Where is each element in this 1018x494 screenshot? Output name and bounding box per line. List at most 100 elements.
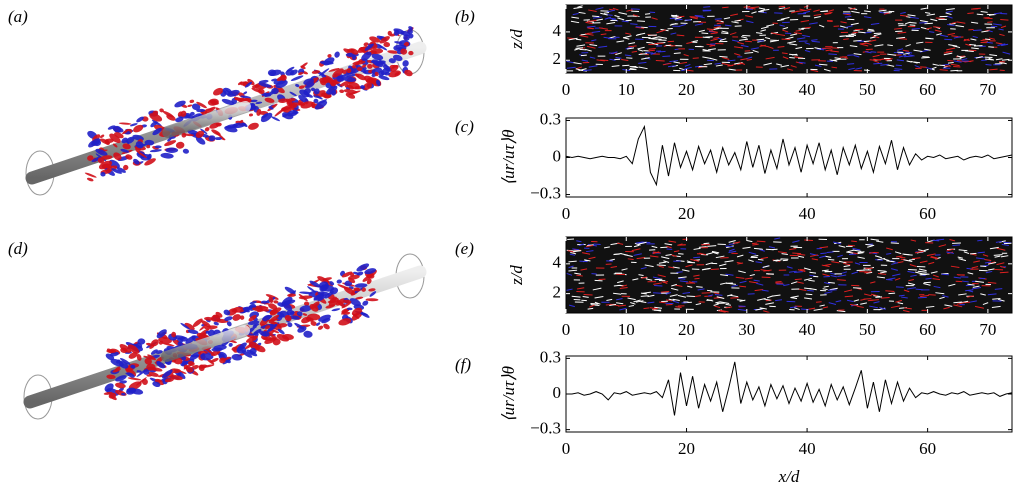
vector [926,13,936,16]
vector [826,251,834,254]
vortex [152,381,161,388]
vector [616,298,623,301]
vector [880,271,888,274]
vortex [244,343,253,350]
vector [873,58,882,61]
vector [617,17,625,21]
vortex [106,374,116,380]
vector [702,36,710,39]
vector [948,44,958,47]
vortex [239,315,245,320]
vector [573,250,582,253]
vector [694,295,701,297]
vector [795,61,803,65]
vector [993,254,1003,256]
vortex [128,352,138,359]
vortex [355,296,364,300]
vector [725,306,733,309]
vector [647,294,655,298]
vortex [287,293,297,297]
vector [953,36,961,39]
vortex [256,108,262,116]
vortex [263,309,270,312]
vector [980,39,989,42]
vector [731,284,738,287]
vortex [249,301,257,305]
vector [790,65,797,68]
vortex [229,340,237,344]
vortex [378,70,385,77]
vector [746,20,754,24]
vector [851,10,860,14]
vortex [242,122,248,128]
vector [984,261,992,264]
vector [741,36,747,39]
vector [829,59,838,62]
vector [896,36,906,39]
vector [865,243,875,246]
vector [905,51,913,54]
vector [655,59,665,62]
vector [747,7,756,10]
vector [914,250,924,254]
vector [633,253,642,256]
vector [841,271,848,274]
vector [746,58,752,61]
vector [624,254,633,257]
vortex [158,340,164,345]
vortex [346,307,353,311]
vortex [249,347,257,355]
vector [867,245,873,248]
vector [692,57,699,59]
vector [675,306,682,309]
vector [578,11,586,14]
vector [943,52,953,56]
vector [999,265,1006,269]
vector [671,14,679,17]
vector [683,54,689,57]
vector [627,47,635,50]
vector [822,273,830,277]
vector [988,57,995,61]
vortex [314,100,328,110]
vortex [87,155,94,161]
vector [971,47,979,50]
vector [723,17,731,20]
vortex [167,137,172,142]
vector [679,280,689,283]
vector [576,287,585,290]
vector [820,252,827,255]
y-tick-label: 4 [553,21,562,40]
vector [962,280,969,283]
vortex [113,152,122,161]
vector [804,42,811,45]
vector [637,46,645,50]
vortex [271,116,280,122]
vector [603,246,610,249]
vortex [112,368,121,373]
vector [577,4,584,8]
vector [803,5,810,8]
vector [669,22,677,26]
vector [825,49,833,52]
vortex [364,268,377,275]
vector [694,23,704,26]
vector [824,291,833,294]
vector [971,21,979,24]
vector [573,62,582,65]
vortex [156,329,167,339]
vector [592,16,602,19]
vector [913,49,923,52]
vector [805,293,813,296]
vector [668,266,675,269]
vector [794,307,800,311]
vector [857,305,864,308]
vector [628,45,637,48]
vector [760,256,769,260]
x-tick-label: 0 [562,80,571,99]
vector [659,301,667,304]
vortex [296,311,303,317]
vector [814,64,822,67]
vortex [346,68,352,74]
vector [989,246,999,250]
